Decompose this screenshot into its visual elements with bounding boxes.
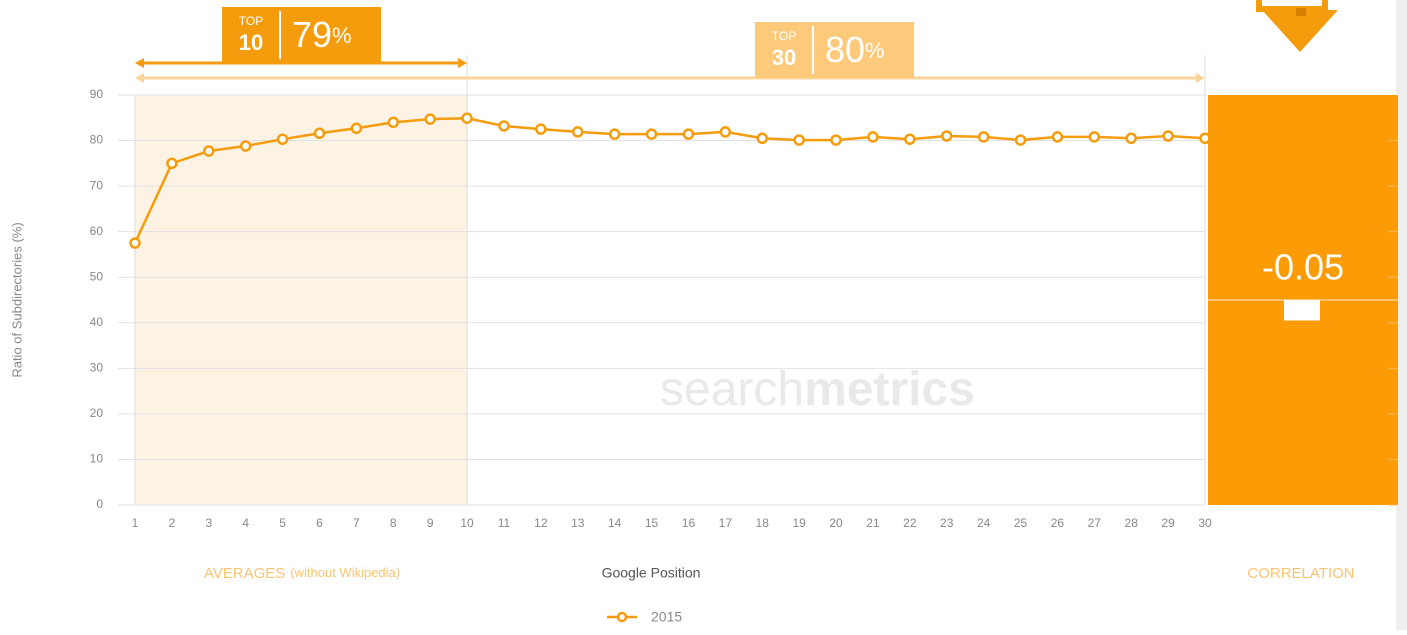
x-tick-label: 22 — [903, 516, 917, 530]
point — [276, 133, 289, 145]
point — [940, 130, 953, 142]
top30-value: 80% — [825, 29, 885, 70]
point — [461, 112, 473, 124]
top10-arrow-head — [458, 58, 468, 68]
top30-box — [755, 22, 914, 78]
x-tick-label: 12 — [534, 516, 548, 530]
icon — [1256, 0, 1338, 52]
x-tick-label: 25 — [1014, 516, 1028, 530]
top10-value-number: 79 — [292, 14, 332, 55]
point — [350, 122, 363, 135]
correlation-bar — [1284, 300, 1320, 321]
correlation-value: -0.05 — [1262, 247, 1344, 288]
x-tick-label: 9 — [427, 516, 434, 530]
watermark: searchmetrics — [660, 363, 975, 416]
x-tick-label: 20 — [829, 516, 843, 530]
x-tick-label: 30 — [1198, 516, 1212, 530]
x-tick-label: 7 — [353, 516, 360, 530]
x-tick-label: 27 — [1088, 516, 1102, 530]
point — [1125, 132, 1137, 145]
x-tick-label: 6 — [316, 516, 323, 530]
x-tick-label: 26 — [1051, 516, 1065, 530]
point — [387, 116, 400, 129]
point — [203, 145, 215, 157]
top30-arrow-head — [1196, 73, 1205, 83]
point — [1088, 131, 1101, 143]
x-tick-label: 24 — [977, 516, 991, 530]
y-axis-label: Ratio of Subdirectories (%) — [9, 222, 24, 377]
y-tick-label: 20 — [90, 406, 104, 420]
top10-arrow-head — [135, 58, 144, 68]
point — [239, 140, 252, 152]
x-tick-label: 29 — [1161, 516, 1175, 530]
top30-rank: 30 — [772, 45, 796, 70]
top10-box — [222, 7, 381, 63]
x-tick-label: 23 — [940, 516, 954, 530]
x-axis-label: Google Position — [602, 565, 701, 581]
point — [313, 127, 326, 140]
scrollbar — [1396, 0, 1407, 630]
top10-value: 79% — [292, 14, 352, 55]
point — [129, 237, 141, 249]
y-tick-label: 30 — [90, 361, 104, 375]
point — [1162, 130, 1174, 142]
x-tick-label: 5 — [279, 516, 286, 530]
x-tick-label: 21 — [866, 516, 880, 530]
x-tick-label: 17 — [719, 516, 733, 530]
point — [756, 132, 768, 145]
x-tick-label: 3 — [205, 516, 212, 530]
averages-label: AVERAGES (without Wikipedia) — [204, 565, 400, 582]
y-tick-label: 70 — [90, 178, 104, 192]
x-tick-label: 18 — [756, 516, 770, 530]
x-tick-label: 2 — [169, 516, 176, 530]
legend-swatch — [616, 611, 628, 623]
x-tick-label: 13 — [571, 516, 585, 530]
legend-label: 2015 — [651, 609, 682, 625]
top30-arrow-head — [135, 73, 144, 83]
point — [572, 126, 584, 138]
line — [133, 116, 1206, 244]
point — [719, 126, 732, 138]
point — [166, 157, 178, 170]
y-tick-label: 10 — [90, 452, 104, 466]
y-tick-label: 80 — [90, 133, 104, 147]
x-tick-label: 28 — [1125, 516, 1139, 530]
point — [645, 128, 658, 140]
point — [793, 134, 805, 146]
y-tick-label: 90 — [90, 87, 104, 101]
point — [1014, 134, 1027, 146]
point — [608, 128, 621, 140]
point — [1051, 131, 1064, 143]
y-tick-label: 40 — [90, 315, 104, 329]
top30-label: TOP — [772, 29, 796, 43]
x-tick-label: 11 — [498, 516, 511, 530]
correlation-label: CORRELATION — [1247, 565, 1354, 582]
x-tick-label: 4 — [242, 516, 249, 530]
top10-region — [135, 95, 468, 505]
y-tick-label: 60 — [90, 224, 104, 238]
point — [535, 123, 547, 135]
x-tick-label: 1 — [132, 516, 139, 530]
top10-label: TOP — [239, 14, 263, 28]
x-tick-label: 15 — [645, 516, 659, 530]
top10-value-unit: % — [332, 23, 352, 48]
x-tick-label: 8 — [390, 516, 397, 530]
point — [977, 131, 990, 143]
x-tick-label: 19 — [792, 516, 806, 530]
point — [682, 128, 695, 140]
point — [830, 134, 842, 146]
point — [904, 133, 916, 145]
top30-value-number: 80 — [825, 29, 865, 70]
point — [424, 113, 436, 125]
x-tick-label: 16 — [682, 516, 696, 530]
x-tick-label: 10 — [460, 516, 474, 530]
top10-rank: 10 — [239, 30, 263, 55]
y-tick-label: 50 — [90, 269, 104, 283]
top30-value-unit: % — [865, 38, 885, 63]
point — [867, 131, 879, 143]
point — [498, 120, 510, 132]
y-tick-label: 0 — [96, 497, 103, 511]
x-tick-label: 14 — [608, 516, 622, 530]
